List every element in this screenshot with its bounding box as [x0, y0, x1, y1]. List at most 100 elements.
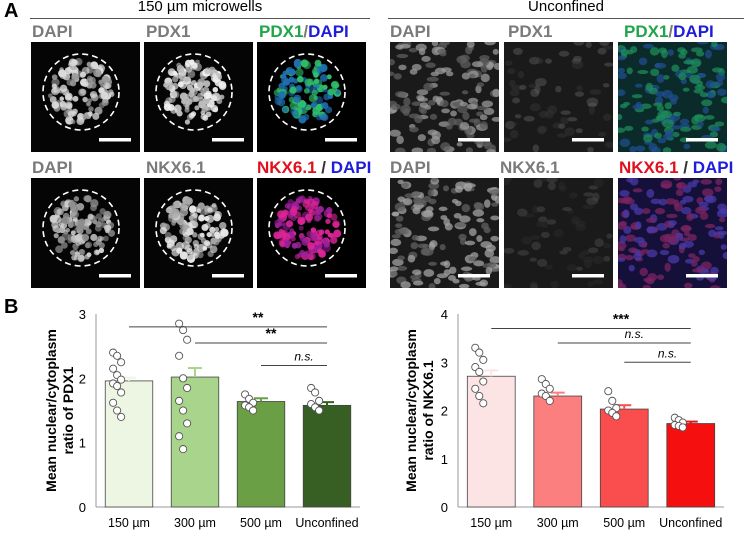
label-dapi-unconfined-row1: DAPI [390, 22, 431, 41]
data-point [612, 412, 621, 421]
label-nkx61-dapi-merge-microwell: NKX6.1 / DAPI [257, 158, 371, 178]
data-point [179, 374, 188, 383]
micrograph-dapi-unconfined [390, 42, 499, 152]
y-tick-label: 4 [441, 307, 448, 322]
y-tick-label: 1 [441, 452, 448, 467]
unconfined-group-title: Unconfined [528, 0, 604, 15]
data-point [113, 406, 122, 415]
bar-3 [236, 401, 286, 508]
data-point [179, 406, 188, 415]
micrograph-pdx1-microwell [144, 42, 253, 152]
data-point [479, 355, 488, 364]
y-tick-label: 0 [79, 500, 86, 515]
data-point [315, 396, 324, 405]
merge-slash: / [303, 22, 309, 41]
merge-slash: / [316, 158, 331, 177]
data-point [545, 396, 554, 405]
data-point [475, 348, 484, 357]
bar-4 [302, 404, 352, 508]
data-point [175, 432, 184, 441]
micrograph-pdx1-unconfined [504, 42, 613, 152]
micrograph-pdx1-dapi-microwell [257, 42, 366, 152]
label-pdx1-dapi-merge-unconfined: PDX1/DAPI [624, 22, 714, 42]
label-dapi-microwell-row1: DAPI [32, 22, 73, 41]
label-dapi-unconfined-row2: DAPI [390, 158, 431, 177]
data-point [479, 377, 488, 386]
label-pdx1-dapi-merge-microwell: PDX1/DAPI [259, 22, 349, 42]
data-point [117, 412, 126, 421]
label-pdx1-microwell: PDX1 [146, 22, 191, 41]
data-point [117, 358, 126, 367]
micrograph-nkx61-unconfined [504, 178, 613, 288]
merge-dapi-text: DAPI [692, 158, 734, 177]
x-tick-label: 500 µm [240, 516, 282, 530]
significance-label: n.s. [658, 346, 677, 360]
data-point [678, 423, 687, 432]
merge-nkx61-text: NKX6.1 [257, 158, 317, 177]
data-point [475, 367, 484, 376]
data-point [113, 351, 122, 360]
data-point [175, 351, 184, 360]
significance-label: ** [253, 309, 264, 325]
y-tick-label: 0 [441, 500, 448, 515]
x-tick-label: 150 µm [108, 516, 150, 530]
bar-4 [666, 423, 716, 508]
y-tick-label: 1 [79, 436, 86, 451]
y-axis-label: Mean nuclear/cytoplasmratio of PDX1 [43, 329, 76, 492]
x-tick-label: Unconfined [295, 516, 358, 530]
microwells-group-title: 150 µm microwells [137, 0, 263, 15]
significance-label: ** [266, 325, 277, 341]
micrograph-pdx1-dapi-unconfined [618, 42, 727, 152]
data-point [183, 419, 192, 428]
panel-a-letter: A [4, 0, 19, 22]
label-dapi-microwell-row2: DAPI [32, 158, 73, 177]
label-nkx61-unconfined: NKX6.1 [500, 158, 560, 177]
data-point [604, 387, 613, 396]
data-point [479, 399, 488, 408]
merge-pdx1-text: PDX1 [259, 22, 304, 41]
merge-dapi-text: DAPI [330, 158, 372, 177]
data-point [183, 383, 192, 393]
bar-3 [599, 408, 649, 508]
bar-2 [533, 395, 583, 508]
bar-chart-2: 0 1 2 3 4 Mean nuclear/cytoplasmratio of NKX6… [403, 307, 724, 530]
micrograph-dapi-unconfined-row2 [390, 178, 499, 288]
merge-dapi-text: DAPI [673, 22, 714, 41]
data-point [179, 445, 188, 454]
data-point [183, 335, 192, 344]
error-bar [617, 404, 632, 410]
merge-nkx61-text: NKX6.1 [619, 158, 679, 177]
error-bar [254, 397, 268, 402]
bar-1 [466, 375, 516, 508]
label-nkx61-microwell: NKX6.1 [146, 158, 206, 177]
merge-slash: / [678, 158, 693, 177]
data-point [545, 384, 554, 393]
bar-2 [170, 376, 220, 508]
micrograph-nkx61-dapi-unconfined [618, 178, 727, 288]
label-nkx61-dapi-merge-unconfined: NKX6.1 / DAPI [619, 158, 733, 178]
data-point [475, 391, 484, 401]
micrograph-nkx61-microwell [144, 178, 253, 288]
x-tick-label: 300 µm [174, 516, 216, 530]
significance-label: n.s. [294, 349, 313, 363]
y-tick-label: 2 [441, 404, 448, 419]
label-pdx1-unconfined: PDX1 [508, 22, 553, 41]
micrograph-nkx61-dapi-microwell [257, 178, 366, 288]
unconfined-group-rule [388, 18, 744, 19]
data-point [117, 375, 126, 384]
data-point [109, 364, 118, 373]
y-axis-label: Mean nuclear/cytoplasmratio of NKX6.1 [403, 329, 436, 492]
data-point [175, 319, 184, 328]
micrograph-dapi-microwell [31, 42, 140, 152]
data-point [117, 388, 126, 397]
panel-b-letter: B [4, 296, 19, 318]
error-bar [484, 369, 499, 377]
data-point [471, 384, 480, 393]
micrograph-dapi-microwell-row2 [31, 178, 140, 288]
x-tick-label: 150 µm [470, 516, 512, 530]
error-bar [188, 367, 202, 378]
data-point [249, 406, 258, 415]
x-tick-label: 500 µm [603, 516, 645, 530]
